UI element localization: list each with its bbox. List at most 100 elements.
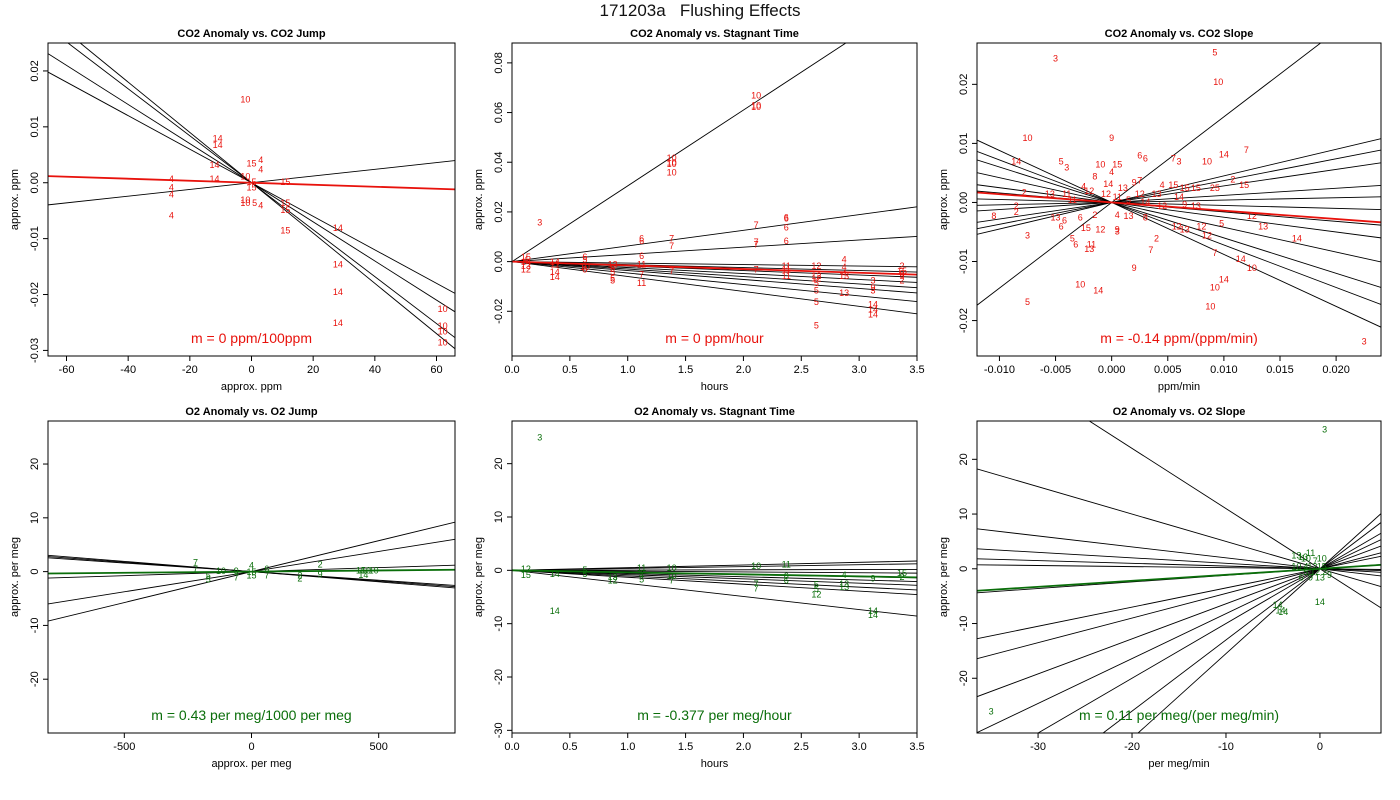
data-point-label: 11 xyxy=(782,265,791,275)
data-point-label: 15 xyxy=(280,205,290,215)
data-point-label: 2 xyxy=(318,560,323,570)
data-point-label: 7 xyxy=(669,266,674,276)
data-point-label: 5 xyxy=(610,276,615,286)
data-point-label: 10 xyxy=(667,563,677,573)
slope-annotation: m = 0.43 per meg/1000 per meg xyxy=(151,707,351,723)
data-point-label: 6 xyxy=(1078,213,1083,223)
slope-annotation: m = -0.377 per meg/hour xyxy=(637,707,792,723)
data-point-label: 5 xyxy=(1303,567,1308,577)
data-point-label: 15 xyxy=(246,183,256,193)
data-point-label: 10 xyxy=(751,91,761,101)
plot-frame xyxy=(511,420,918,734)
data-point-label: 13 xyxy=(521,261,531,271)
data-point-label: 15 xyxy=(280,177,290,187)
regression-line xyxy=(977,43,1321,306)
y-tick-label: 0.02 xyxy=(493,201,505,222)
data-point-label: 7 xyxy=(754,220,759,230)
data-point-label: 10 xyxy=(667,571,677,581)
y-axis-label: approx. per meg xyxy=(9,537,21,617)
data-point-label: 15 xyxy=(356,566,366,576)
data-point-label: 7 xyxy=(754,265,759,275)
y-tick-label: 10 xyxy=(958,508,970,520)
data-point-label: 2 xyxy=(1154,233,1159,243)
data-point-label: 14 xyxy=(358,570,368,580)
data-point-label: 12 xyxy=(1157,201,1167,211)
data-point-label: 10 xyxy=(1095,160,1105,170)
data-point-label: 14 xyxy=(550,606,560,616)
data-point-label: 12 xyxy=(608,575,618,585)
y-tick-label: -0.03 xyxy=(29,338,41,363)
data-point-label: 13 xyxy=(1084,244,1094,254)
y-tick-label: 0.04 xyxy=(493,152,505,173)
overall-fit-line xyxy=(48,175,455,191)
data-point-label: 9 xyxy=(318,569,323,579)
x-tick-label: -10 xyxy=(1218,741,1234,753)
y-tick-label: 10 xyxy=(29,512,41,524)
data-point-label: 15 xyxy=(521,252,531,262)
x-tick-label: 1.5 xyxy=(678,741,693,753)
data-point-label: 5 xyxy=(610,263,615,273)
data-point-label: 15 xyxy=(521,570,531,580)
data-point-label: 5 xyxy=(814,278,819,288)
regression-line xyxy=(512,261,917,283)
data-point-label: 14 xyxy=(213,134,223,144)
regression-line xyxy=(1089,421,1381,609)
regression-line xyxy=(512,569,917,596)
data-point-label: 5 xyxy=(1070,233,1075,243)
data-point-label: 12 xyxy=(521,564,531,574)
y-tick-label: 0 xyxy=(493,567,505,573)
data-point-label: 5 xyxy=(582,569,587,579)
regression-line xyxy=(512,261,917,303)
overall-fit-line xyxy=(977,563,1381,592)
data-point-label: 10 xyxy=(751,102,761,112)
x-tick-label: 0.000 xyxy=(1098,364,1126,376)
data-point-label: 3 xyxy=(871,276,876,286)
data-point-label: 5 xyxy=(814,320,819,330)
slope-annotation: m = -0.14 ppm/(ppm/min) xyxy=(1100,330,1258,346)
data-point-label: 13 xyxy=(1291,551,1301,561)
regression-line xyxy=(512,206,917,263)
data-point-label: 10 xyxy=(751,101,761,111)
data-point-label: 15 xyxy=(280,226,290,236)
data-point-label: 8 xyxy=(1143,213,1148,223)
data-point-label: 10 xyxy=(438,326,448,336)
x-tick-label: 2.0 xyxy=(736,741,751,753)
data-point-label: 11 xyxy=(1068,195,1077,205)
data-point-label: 10 xyxy=(438,304,448,314)
data-point-label: 12 xyxy=(811,271,821,281)
data-point-label: 10 xyxy=(1205,301,1215,311)
data-point-label: 14 xyxy=(868,610,878,620)
y-tick-label: -20 xyxy=(29,671,41,687)
regression-line xyxy=(977,159,1381,288)
data-point-label: 3 xyxy=(989,707,994,717)
data-point-label: 9 xyxy=(1109,133,1114,143)
x-tick-label: 2.5 xyxy=(794,364,809,376)
regression-line xyxy=(512,261,917,289)
data-point-label: 10 xyxy=(1291,562,1301,572)
x-axis-label: approx. ppm xyxy=(221,381,282,393)
data-point-label: 7 xyxy=(1148,245,1153,255)
data-point-label: 14 xyxy=(1219,275,1229,285)
regression-line xyxy=(977,468,1381,588)
data-point-label: 10 xyxy=(1317,553,1327,563)
data-point-label: 2 xyxy=(1092,210,1097,220)
x-tick-label: -0.010 xyxy=(984,364,1015,376)
data-point-label: 11 xyxy=(1087,239,1096,249)
data-point-label: 10 xyxy=(240,198,250,208)
data-point-label: 9 xyxy=(1132,263,1137,273)
data-point-label: 5 xyxy=(814,584,819,594)
data-point-label: 13 xyxy=(839,271,849,281)
data-point-label: 12 xyxy=(1307,562,1317,572)
data-point-label: 14 xyxy=(1315,597,1325,607)
data-point-label: 6 xyxy=(639,251,644,261)
regression-line xyxy=(977,552,1381,660)
y-tick-label: -30 xyxy=(493,722,505,738)
y-axis-label: approx. ppm xyxy=(473,169,485,230)
data-point-label: 9 xyxy=(1115,225,1120,235)
y-tick-label: -20 xyxy=(958,670,970,686)
